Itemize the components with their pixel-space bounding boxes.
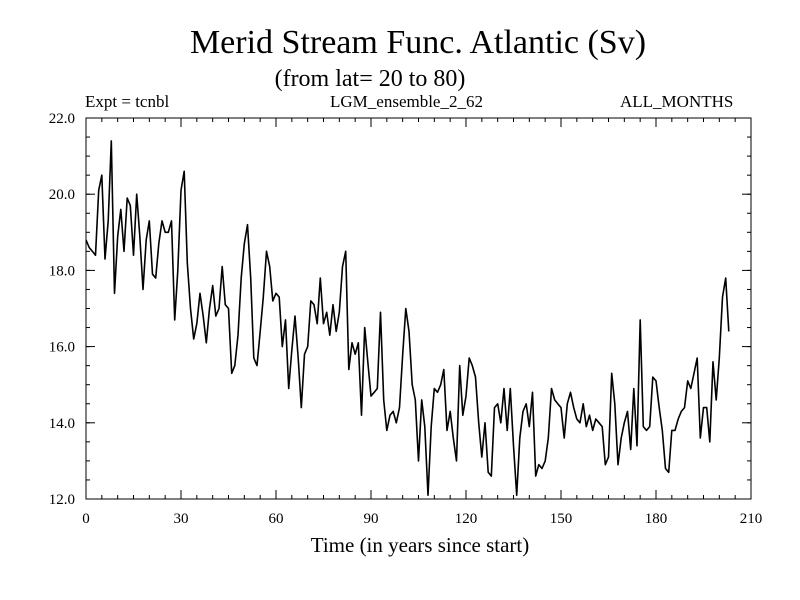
months-label: ALL_MONTHS [620, 92, 734, 111]
series-line [85, 140, 730, 497]
y-tick-label: 16.0 [49, 340, 75, 356]
plot-frame [85, 117, 752, 500]
x-tick-label: 180 [645, 511, 668, 527]
axis-ticks [85, 117, 752, 500]
y-tick-label: 20.0 [49, 187, 75, 203]
y-tick-label: 14.0 [49, 416, 75, 432]
x-tick-label: 150 [550, 511, 573, 527]
axis-tick-labels: 0 30 60 90 120 150 180 210 12.0 14.0 16.0 18.0 20.0 2… [49, 111, 763, 527]
ensemble-label: LGM_ensemble_2_62 [330, 92, 483, 111]
x-tick-label: 30 [174, 511, 189, 527]
y-tick-label: 22.0 [49, 111, 75, 127]
x-tick-label: 90 [364, 511, 379, 527]
x-tick-label: 120 [455, 511, 478, 527]
y-tick-label: 18.0 [49, 263, 75, 279]
x-tick-label: 60 [269, 511, 284, 527]
x-tick-label: 210 [740, 511, 763, 527]
experiment-label: Expt = tcnbl [85, 92, 170, 111]
x-axis-label: Time (in years since start) [310, 533, 530, 557]
chart-subtitle: (from lat= 20 to 80) [274, 66, 466, 92]
chart-title: Merid Stream Func. Atlantic (Sv) [189, 24, 647, 61]
x-tick-label: 0 [82, 511, 90, 527]
y-tick-label: 12.0 [49, 492, 75, 508]
